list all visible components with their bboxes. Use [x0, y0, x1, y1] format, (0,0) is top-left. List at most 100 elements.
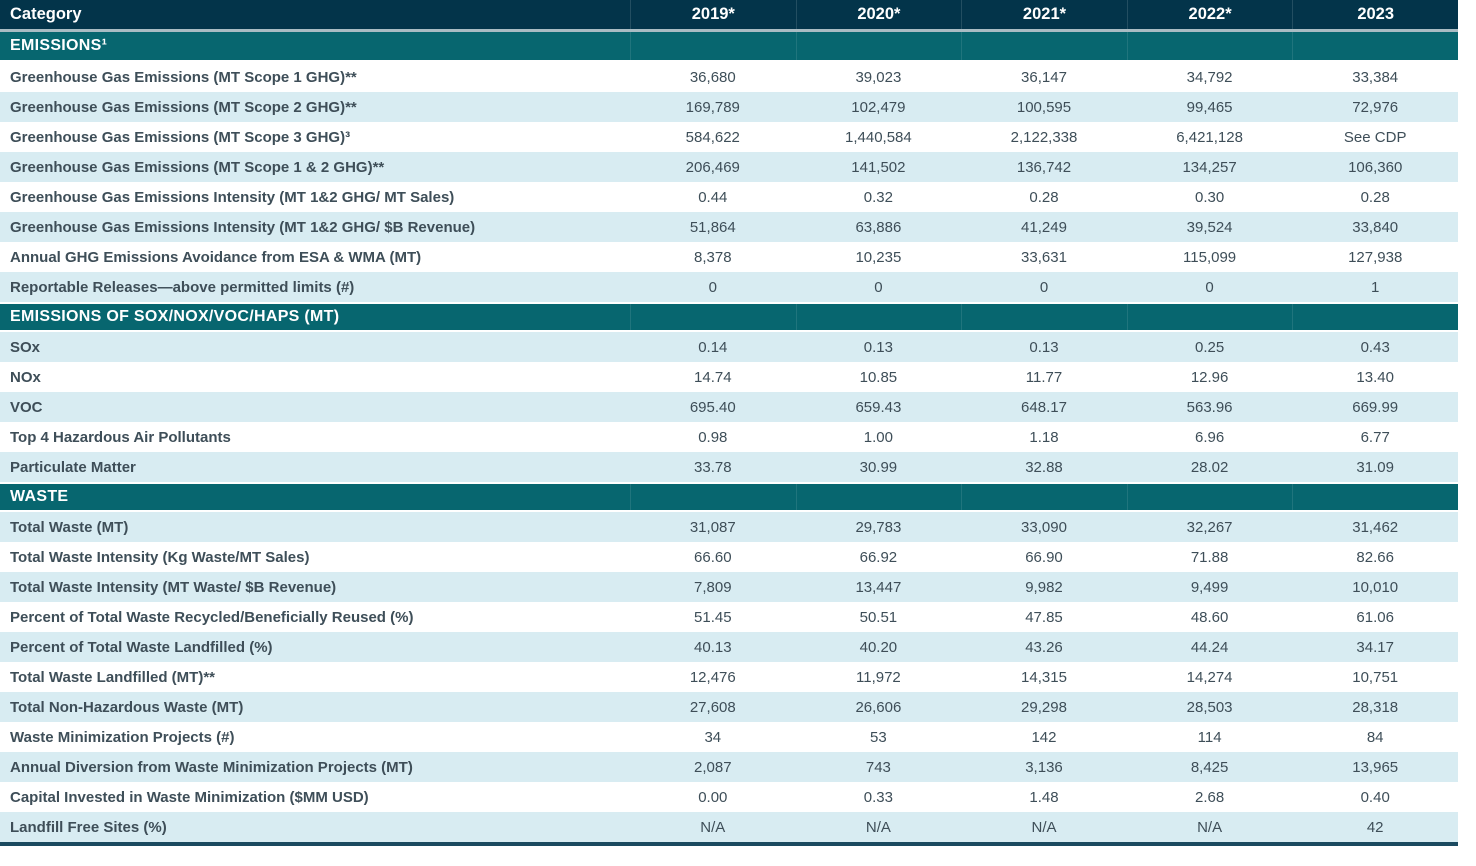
section-header-row: EMISSIONS OF SOX/NOX/VOC/HAPS (MT) [0, 302, 1458, 332]
cell-value: 0.28 [1029, 188, 1059, 206]
cell-value: 0.00 [698, 788, 728, 806]
cell-value: 50.51 [859, 608, 898, 626]
cell-value: 11,972 [856, 668, 901, 686]
year-column-header: 2020* [795, 0, 962, 29]
cell-value: 12,476 [689, 668, 736, 686]
cell-value: 39,023 [855, 68, 902, 86]
table-row: Total Waste (MT) 31,087 29,783 33,090 32,267… [0, 512, 1458, 542]
cell-value: 0.25 [1194, 338, 1225, 356]
cell-value: N/A [1031, 818, 1057, 836]
cell-value: 28.02 [1190, 458, 1229, 476]
cell-value: 31,087 [689, 518, 736, 536]
table-row: Total Waste Intensity (MT Waste/ $B Reve… [0, 572, 1458, 602]
cell-value: 0.32 [863, 188, 893, 206]
section-year-cell [1126, 484, 1293, 510]
row-label: Landfill Free Sites (%) [10, 818, 167, 836]
row-label: Greenhouse Gas Emissions Intensity (MT 1… [10, 218, 476, 236]
row-label: Total Waste Intensity (MT Waste/ $B Reve… [10, 578, 337, 596]
cell-value: 14.74 [694, 368, 732, 386]
cell-value: 695.40 [689, 398, 736, 416]
row-label: VOC [10, 398, 43, 416]
table-row: Greenhouse Gas Emissions (MT Scope 3 GHG… [0, 122, 1458, 152]
section-title: EMISSIONS¹ [10, 37, 108, 54]
table-row: Total Waste Intensity (Kg Waste/MT Sales… [0, 542, 1458, 572]
cell-value: 142 [1031, 728, 1057, 746]
cell-value: 53 [870, 728, 887, 746]
cell-value: 29,783 [855, 518, 902, 536]
cell-value: 66.60 [694, 548, 732, 566]
year-column-header: 2022* [1126, 0, 1293, 29]
section-year-cell [630, 32, 796, 60]
cell-value: 10,010 [1352, 578, 1399, 596]
row-label: Total Waste (MT) [10, 518, 129, 536]
cell-value: 10,751 [1352, 668, 1399, 686]
cell-value: 63,886 [855, 218, 902, 236]
table-header-row: Category 2019* 2020* 2021* 2022* 2023 [0, 0, 1458, 32]
section-year-cell [795, 304, 962, 330]
section-year-cell [1292, 32, 1458, 60]
cell-value: 31.09 [1356, 458, 1394, 476]
cell-value: 115,099 [1183, 248, 1237, 266]
table-row: Landfill Free Sites (%) N/A N/A N/A N/A 42 [0, 812, 1458, 842]
cell-value: 41,249 [1021, 218, 1067, 236]
cell-value: 32.88 [1025, 458, 1063, 476]
table-row: NOx 14.74 10.85 11.77 12.96 13.40 [0, 362, 1458, 392]
table-row: SOx 0.14 0.13 0.13 0.25 0.43 [0, 332, 1458, 362]
cell-value: 28,318 [1352, 698, 1399, 716]
cell-value: 13,965 [1352, 758, 1399, 776]
row-label: Total Waste Intensity (Kg Waste/MT Sales… [10, 548, 310, 566]
cell-value: 8,378 [694, 248, 732, 266]
year-column-header: 2021* [961, 0, 1127, 29]
cell-value: 14,274 [1186, 668, 1233, 686]
row-label: Waste Minimization Projects (#) [10, 728, 235, 746]
row-label: Percent of Total Waste Recycled/Benefici… [10, 608, 414, 626]
cell-value: 169,789 [685, 98, 740, 116]
cell-value: 30.99 [859, 458, 898, 476]
cell-value: 3,136 [1025, 758, 1063, 776]
cell-value: 66.92 [859, 548, 898, 566]
cell-value: 27,608 [689, 698, 736, 716]
cell-value: 743 [865, 758, 891, 776]
row-label: SOx [10, 338, 41, 356]
section-year-cell [1292, 484, 1458, 510]
cell-value: 100,595 [1016, 98, 1072, 116]
cell-value: 6.77 [1360, 428, 1390, 446]
section-year-cell [961, 304, 1127, 330]
cell-value: 84 [1366, 728, 1384, 746]
cell-value: 9,982 [1025, 578, 1063, 596]
row-label: Greenhouse Gas Emissions (MT Scope 3 GHG… [10, 128, 351, 146]
cell-value: 66.90 [1025, 548, 1063, 566]
cell-value: 12.96 [1190, 368, 1229, 386]
table-row: Waste Minimization Projects (#) 34 53 142 11… [0, 722, 1458, 752]
cell-value: 71.88 [1190, 548, 1229, 566]
section-year-cell [1126, 32, 1293, 60]
cell-value: 2.68 [1194, 788, 1225, 806]
cell-value: 0.13 [863, 338, 893, 356]
cell-value: 2,122,338 [1010, 128, 1078, 146]
cell-value: 114 [1197, 728, 1222, 746]
cell-value: 34.17 [1356, 638, 1394, 656]
cell-value: 2,087 [694, 758, 732, 776]
cell-value: 0 [708, 278, 717, 296]
table-row: Total Non-Hazardous Waste (MT) 27,608 26,6… [0, 692, 1458, 722]
cell-value: 584,622 [685, 128, 740, 146]
cell-value: 669.99 [1352, 398, 1399, 416]
row-label: Reportable Releases—above permitted limi… [10, 278, 355, 296]
table-row: Annual Diversion from Waste Minimization… [0, 752, 1458, 782]
cell-value: 33,840 [1352, 218, 1399, 236]
cell-value: 47.85 [1025, 608, 1063, 626]
table-row: VOC 695.40 659.43 648.17 563.96 669.99 [0, 392, 1458, 422]
year-column-header: 2023 [1292, 0, 1458, 29]
row-label: Total Non-Hazardous Waste (MT) [10, 698, 244, 716]
cell-value: 0.13 [1029, 338, 1059, 356]
cell-value: 6,421,128 [1176, 128, 1243, 146]
table-row: Capital Invested in Waste Minimization (… [0, 782, 1458, 812]
section-year-cell [795, 32, 962, 60]
cell-value: 0 [1205, 278, 1214, 296]
table-row: Greenhouse Gas Emissions (MT Scope 1 GHG… [0, 62, 1458, 92]
cell-value: 43.26 [1025, 638, 1063, 656]
cell-value: 0.14 [698, 338, 728, 356]
row-label: Capital Invested in Waste Minimization (… [10, 788, 369, 806]
cell-value: 11.77 [1025, 368, 1063, 386]
cell-value: 82.66 [1356, 548, 1394, 566]
